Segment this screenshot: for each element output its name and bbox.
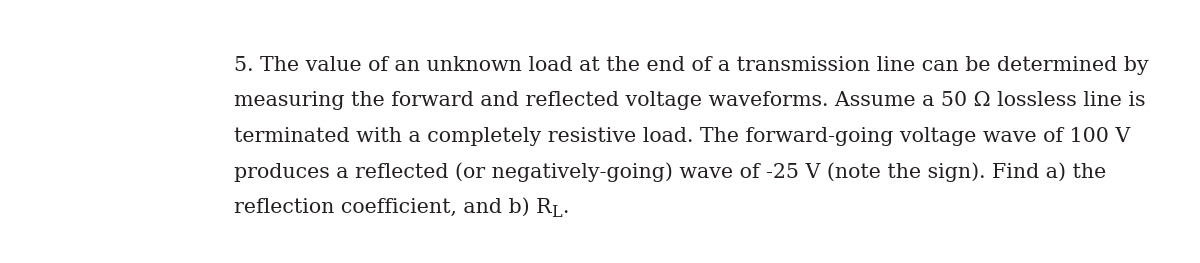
Text: measuring the forward and reflected voltage waveforms. Assume a 50 Ω lossless li: measuring the forward and reflected volt… [234,91,1145,110]
Text: terminated with a completely resistive load. The forward-going voltage wave of 1: terminated with a completely resistive l… [234,127,1130,146]
Text: 5. The value of an unknown load at the end of a transmission line can be determi: 5. The value of an unknown load at the e… [234,56,1148,75]
Text: .: . [562,198,569,217]
Text: L: L [551,204,562,221]
Text: produces a reflected (or negatively-going) wave of -25 V (note the sign). Find a: produces a reflected (or negatively-goin… [234,162,1106,182]
Text: reflection coefficient, and b) R: reflection coefficient, and b) R [234,198,551,217]
